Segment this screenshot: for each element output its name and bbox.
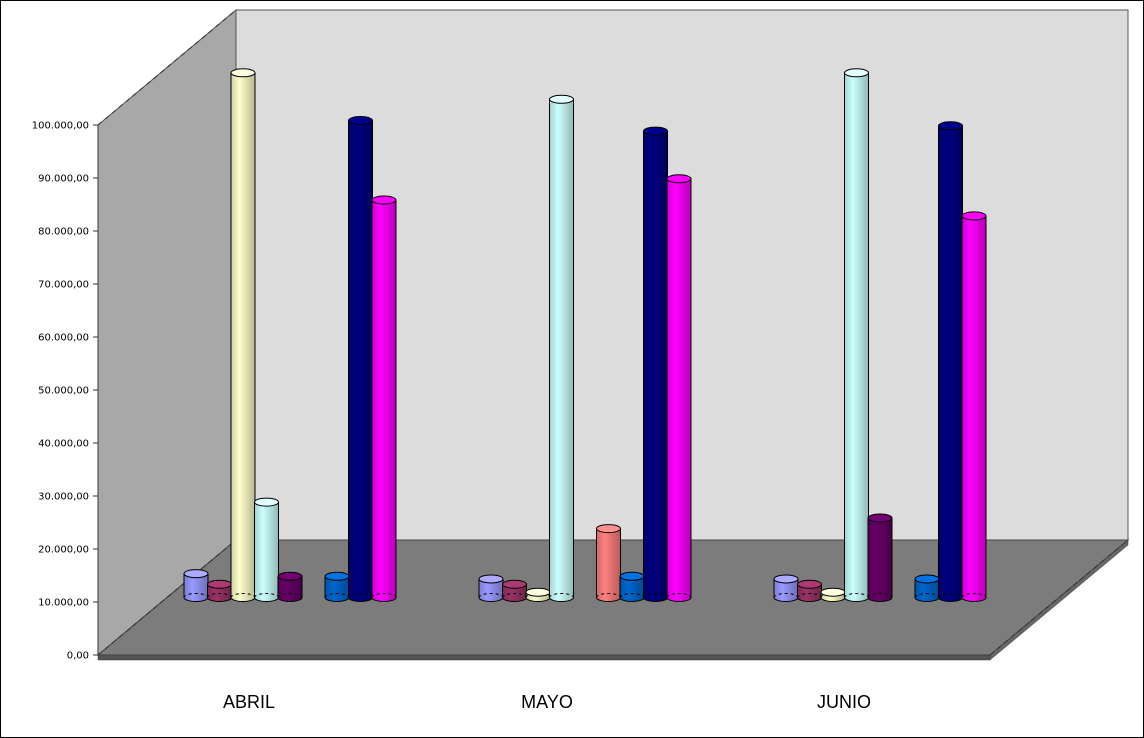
bar-body [348,120,373,602]
y-tick-label: 30.000,00 [38,492,89,503]
bar-base-hidden-edge [867,593,893,598]
bar-top [183,569,209,579]
y-tick-label: 90.000,00 [38,174,89,185]
bar-body [254,501,279,602]
bar-body [643,130,668,602]
bar [961,211,987,602]
y-tick-label: 100.000,00 [32,121,89,132]
bar-top [596,524,621,534]
bar-body [549,98,574,602]
bar-base-hidden-edge [549,593,574,598]
bar-body [666,178,692,602]
bar-base-hidden-edge [666,593,692,598]
bar-base-hidden-edge [277,593,303,598]
bar-body [961,215,987,602]
bar-body [844,72,869,602]
bar-top [619,571,645,581]
bar [348,116,373,602]
bar [643,126,668,602]
bar [619,571,645,602]
bar-base-hidden-edge [371,593,397,598]
bar-top [938,121,963,131]
bar-top [348,116,373,125]
bar-top [643,126,668,136]
bar [324,571,350,602]
bar-body [277,575,303,602]
y-tick-label: 60.000,00 [38,333,89,344]
bar-top [549,94,574,104]
x-category-label: ABRIL [223,692,275,712]
bar [478,574,504,602]
bar [502,579,527,602]
bar-body [371,199,397,602]
y-tick-label: 20.000,00 [38,545,89,556]
y-tick-label: 10.000,00 [38,598,89,609]
bar-top [820,587,846,597]
bar-top [773,574,799,584]
bar-top [371,195,397,205]
bar-top [666,174,692,184]
bar [549,94,574,602]
bar [371,195,397,602]
y-tick-label: 0,00 [67,651,89,662]
bar [666,174,692,602]
bar-top [797,579,822,589]
depth-gridline [989,539,1129,656]
bar-top [478,574,504,584]
bar [596,524,621,602]
bar [183,569,209,602]
bar [797,579,822,602]
bar-top [844,68,869,78]
x-category-label: JUNIO [817,692,871,712]
bar-body [596,528,621,602]
bar-top [324,571,350,581]
bar [525,587,551,602]
bar-top [502,579,527,589]
bar [938,121,963,602]
bar [254,497,279,602]
bar [820,587,846,602]
y-tick-label: 40.000,00 [38,439,89,450]
y-tick-label: 50.000,00 [38,386,89,397]
bar-base-hidden-edge [961,593,987,598]
bar-top [867,513,893,523]
y-tick-label: 70.000,00 [38,280,89,291]
bar-top [207,579,232,589]
depth-gridline [97,539,237,656]
bar-body [938,125,963,602]
bar [773,574,799,602]
y-tick-label: 80.000,00 [38,227,89,238]
bar [914,574,940,602]
bar [844,68,869,602]
bar-top [961,211,987,221]
bar-top [525,587,551,597]
bar [230,68,256,602]
bar-body [230,72,256,602]
bar-top [277,571,303,581]
bar-top [254,497,279,507]
bar-body [867,517,893,602]
bar-top [914,574,940,584]
floor-edge [97,654,991,661]
bar-top [230,68,256,78]
depth-gridline [97,9,237,126]
bar [867,513,893,602]
bar [207,579,232,602]
x-category-label: MAYO [521,692,573,712]
bar [277,571,303,602]
